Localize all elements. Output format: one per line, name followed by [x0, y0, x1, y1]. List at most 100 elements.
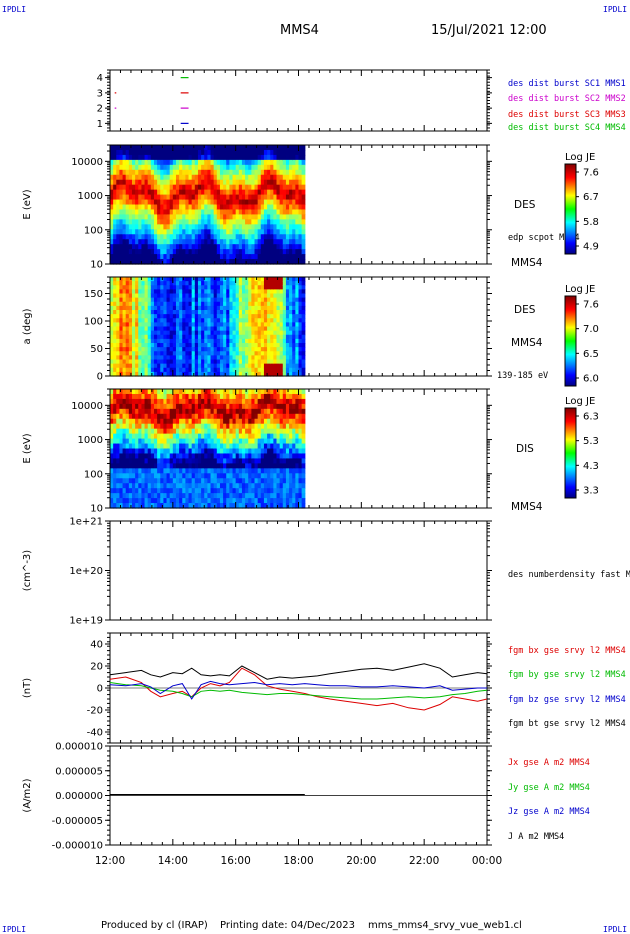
heatmap-cell: [166, 189, 171, 196]
heatmap-cell: [135, 351, 139, 356]
heatmap-cell: [147, 393, 152, 400]
heatmap-cell: [301, 393, 306, 400]
heatmap-cell: [144, 239, 149, 245]
heatmap-cell: [223, 318, 227, 323]
heatmap-cell: [285, 314, 290, 319]
heatmap-cell: [260, 453, 265, 460]
heatmap-cell: [175, 281, 180, 286]
heatmap-cell: [179, 371, 183, 377]
heatmap-cell: [135, 347, 139, 352]
heatmap-cell: [179, 293, 183, 299]
heatmap-cell: [185, 458, 190, 464]
heatmap-cell: [229, 351, 234, 356]
heatmap-cell: [191, 355, 196, 361]
heatmap-cell: [298, 219, 303, 225]
heatmap-cell: [213, 199, 218, 206]
heatmap-cell: [138, 293, 143, 299]
heatmap-cell: [182, 293, 186, 299]
heatmap-cell: [179, 305, 183, 311]
heatmap-cell: [219, 498, 224, 504]
heatmap-cell: [194, 224, 199, 230]
heatmap-cell: [141, 293, 146, 299]
heatmap-cell: [213, 145, 218, 151]
heatmap-cell: [301, 483, 306, 489]
heatmap-cell: [188, 389, 193, 395]
heatmap-cell: [229, 488, 234, 494]
heatmap-cell: [179, 239, 183, 245]
heatmap-cell: [138, 189, 143, 196]
heatmap-cell: [226, 239, 230, 245]
heatmap-cell: [223, 164, 227, 171]
heatmap-cell: [276, 145, 281, 151]
heatmap-cell: [150, 244, 155, 250]
heatmap-cell: [229, 413, 234, 420]
heatmap-cell: [260, 330, 265, 336]
heatmap-cell: [179, 443, 183, 450]
heatmap-cell: [285, 297, 290, 303]
heatmap-cell: [257, 483, 262, 489]
heatmap-cell: [110, 334, 114, 340]
heatmap-cell: [254, 343, 259, 348]
heatmap-cell: [295, 305, 300, 311]
heatmap-cell: [131, 301, 136, 307]
heatmap-cell: [232, 418, 237, 425]
heatmap-cell: [116, 389, 121, 395]
heatmap-cell: [251, 322, 256, 328]
heatmap-cell: [166, 423, 171, 430]
heatmap-cell: [191, 398, 196, 405]
heatmap-cell: [201, 498, 205, 504]
heatmap-cell: [298, 322, 303, 328]
heatmap-cell: [279, 318, 284, 323]
heatmap-cell: [245, 164, 249, 171]
heatmap-cell: [153, 488, 158, 494]
heatmap-cell: [188, 413, 193, 420]
heatmap-cell: [229, 214, 234, 220]
heatmap-cell: [122, 310, 127, 315]
heatmap-cell: [191, 174, 196, 181]
heatmap-cell: [235, 169, 240, 176]
heatmap-cell: [128, 393, 133, 400]
heatmap-cell: [235, 389, 240, 395]
heatmap-cell: [276, 413, 281, 420]
heatmap-cell: [179, 428, 183, 435]
heatmap-cell: [235, 367, 240, 373]
heatmap-cell: [263, 277, 268, 282]
heatmap-cell: [188, 322, 193, 328]
heatmap-cell: [201, 214, 205, 220]
heatmap-cell: [263, 314, 268, 319]
heatmap-cell: [169, 209, 174, 216]
heatmap-cell: [207, 463, 212, 469]
heatmap-cell: [219, 338, 224, 344]
heatmap-cell: [147, 314, 152, 319]
heatmap-cell: [191, 164, 196, 171]
heatmap-cell: [270, 239, 274, 245]
heatmap-cell: [201, 174, 205, 181]
heatmap-cell: [204, 277, 208, 282]
heatmap-cell: [235, 398, 240, 405]
heatmap-cell: [194, 503, 199, 509]
heatmap-cell: [279, 174, 284, 181]
heatmap-cell: [282, 305, 287, 311]
heatmap-cell: [267, 493, 271, 499]
heatmap-cell: [153, 209, 158, 216]
heatmap-cell: [216, 194, 221, 201]
heatmap-cell: [213, 244, 218, 250]
heatmap-cell: [172, 209, 177, 216]
heatmap-cell: [263, 418, 268, 425]
heatmap-cell: [175, 174, 180, 181]
heatmap-cell: [210, 403, 215, 410]
heatmap-cell: [144, 418, 149, 425]
heatmap-cell: [163, 254, 168, 260]
heatmap-cell: [188, 448, 193, 455]
heatmap-cell: [119, 418, 124, 425]
heatmap-cell: [223, 154, 227, 161]
heatmap-cell: [131, 367, 136, 373]
heatmap-cell: [226, 428, 230, 435]
heatmap-cell: [163, 164, 168, 171]
heatmap-cell: [254, 367, 259, 373]
heatmap-cell: [263, 199, 268, 206]
heatmap-cell: [172, 389, 177, 395]
heatmap-cell: [172, 347, 177, 352]
heatmap-cell: [122, 169, 127, 176]
heatmap-cell: [279, 359, 284, 365]
